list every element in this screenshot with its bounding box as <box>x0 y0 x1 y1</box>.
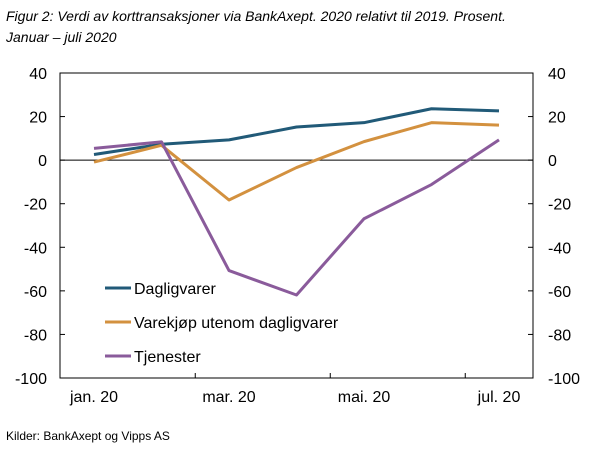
y-tick-label-right: 40 <box>548 66 566 83</box>
y-tick-label-left: -100 <box>15 371 47 388</box>
plot-frame <box>59 72 534 379</box>
chart-subtitle: Januar – juli 2020 <box>6 29 117 45</box>
y-tick-label-right: -80 <box>548 327 571 344</box>
y-tick-label-left: -80 <box>24 327 47 344</box>
y-tick-label-right: -60 <box>548 284 571 301</box>
legend-label: Varekjøp utenom dagligvarer <box>134 315 339 332</box>
y-tick-label-right: -100 <box>548 371 580 388</box>
y-tick-label-left: -60 <box>24 284 47 301</box>
chart-title: Figur 2: Verdi av korttransaksjoner via … <box>6 6 596 48</box>
legend-label: Dagligvarer <box>134 281 216 298</box>
legend-label: Tjenester <box>134 349 201 366</box>
y-tick-label-right: 20 <box>548 110 566 127</box>
y-tick-label-right: 0 <box>548 153 557 170</box>
x-tick-label: jul. 20 <box>477 389 521 406</box>
y-tick-label-left: 40 <box>29 66 47 83</box>
y-tick-label-left: -20 <box>24 197 47 214</box>
x-tick-label: mar. 20 <box>202 389 255 406</box>
x-tick-label: mai. 20 <box>338 389 391 406</box>
y-tick-label-left: 20 <box>29 110 47 127</box>
x-tick-label: jan. 20 <box>69 389 118 406</box>
y-tick-label-right: -40 <box>548 240 571 257</box>
y-tick-label-left: -40 <box>24 240 47 257</box>
y-tick-label-right: -20 <box>548 197 571 214</box>
chart-title-line: Figur 2: Verdi av korttransaksjoner via … <box>6 8 506 24</box>
series-line-2 <box>93 138 500 297</box>
series-line-1 <box>93 121 500 202</box>
chart-source: Kilder: BankAxept og Vipps AS <box>6 429 170 443</box>
y-tick-label-left: 0 <box>38 153 47 170</box>
